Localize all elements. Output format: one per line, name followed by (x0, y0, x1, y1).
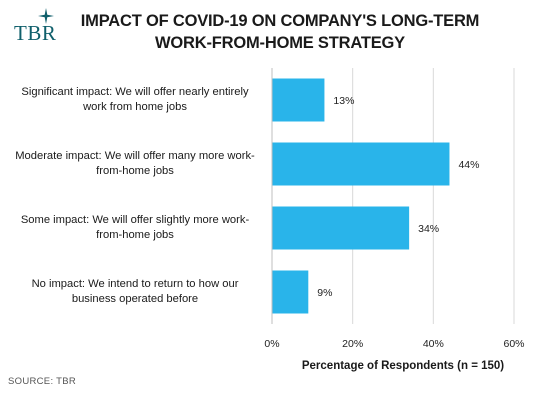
category-label-1: Moderate impact: We will offer many more… (2, 149, 268, 178)
category-label-1-line-0: Moderate impact: We will offer many more… (15, 150, 255, 162)
data-label-3: 9% (317, 287, 332, 299)
data-label-1: 44% (458, 159, 479, 171)
bar-2 (272, 206, 410, 250)
category-label-0-line-0: Significant impact: We will offer nearly… (21, 86, 249, 98)
category-label-3-line-0: No impact: We intend to return to how ou… (31, 278, 239, 290)
category-label-2: Some impact: We will offer slightly more… (2, 213, 268, 242)
category-label-2-line-1: from-home jobs (96, 228, 174, 241)
x-tick-label-1: 20% (342, 338, 363, 350)
category-label-0: Significant impact: We will offer nearly… (2, 85, 268, 114)
chart-title-line-1: IMPACT OF COVID-19 ON COMPANY'S LONG-TER… (80, 12, 480, 30)
bar-3 (272, 270, 309, 314)
category-label-3-line-1: business operated before (71, 292, 199, 305)
data-label-0: 13% (333, 95, 354, 107)
bar-0 (272, 78, 325, 122)
x-tick-label-3: 60% (503, 338, 524, 350)
x-tick-label-0: 0% (264, 338, 279, 350)
logo-text: TBR (14, 21, 57, 45)
x-axis-title: Percentage of Respondents (n = 150) (302, 360, 504, 372)
category-label-3: No impact: We intend to return to how ou… (2, 277, 268, 306)
chart-title-line-2: WORK-FROM-HOME STRATEGY (155, 34, 405, 52)
chart-title: IMPACT OF COVID-19 ON COMPANY'S LONG-TER… (60, 10, 500, 54)
data-label-2: 34% (418, 223, 439, 235)
category-label-2-line-0: Some impact: We will offer slightly more… (20, 214, 250, 226)
x-tick-label-2: 40% (423, 338, 444, 350)
category-label-1-line-1: from-home jobs (96, 164, 174, 177)
bar-1 (272, 142, 450, 186)
compass-star-icon (38, 8, 54, 24)
category-label-0-line-1: work from home jobs (83, 100, 187, 113)
source-note: SOURCE: TBR (8, 376, 77, 387)
tbr-logo: TBR (8, 6, 58, 46)
